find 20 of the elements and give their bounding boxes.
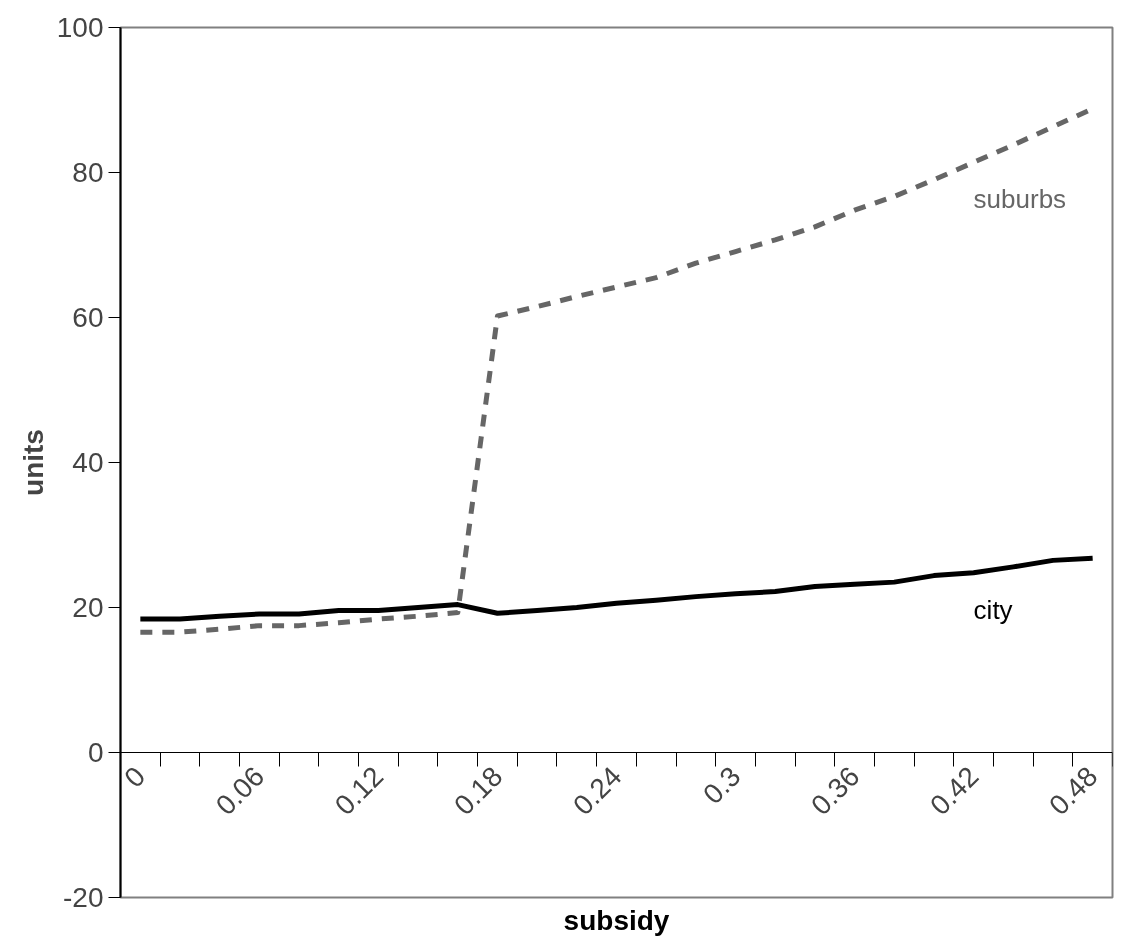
- x-tick-label: 0.12: [328, 760, 390, 821]
- y-tick-label: 80: [72, 157, 104, 188]
- y-tick-label: 20: [72, 592, 104, 623]
- x-tick-label: 0.18: [447, 760, 509, 821]
- y-tick-label: 60: [72, 302, 104, 333]
- x-tick-label: 0.42: [924, 760, 985, 821]
- y-tick-label: -20: [63, 882, 104, 913]
- x-tick-label: 0.48: [1043, 760, 1104, 821]
- y-axis-title: units: [17, 429, 49, 496]
- x-axis-title: subsidy: [563, 904, 670, 936]
- series-label: city: [973, 594, 1013, 625]
- x-tick-label: 0.3: [697, 760, 747, 810]
- x-tick-label: 0: [118, 760, 152, 794]
- series-label: suburbs: [973, 184, 1067, 215]
- x-tick-label: 0.24: [567, 760, 628, 821]
- y-tick-label: 100: [56, 12, 104, 43]
- y-tick-label: 0: [87, 737, 104, 768]
- x-tick-label: 0.06: [209, 760, 271, 821]
- x-tick-label: 0.36: [805, 760, 866, 821]
- y-tick-label: 40: [72, 447, 104, 478]
